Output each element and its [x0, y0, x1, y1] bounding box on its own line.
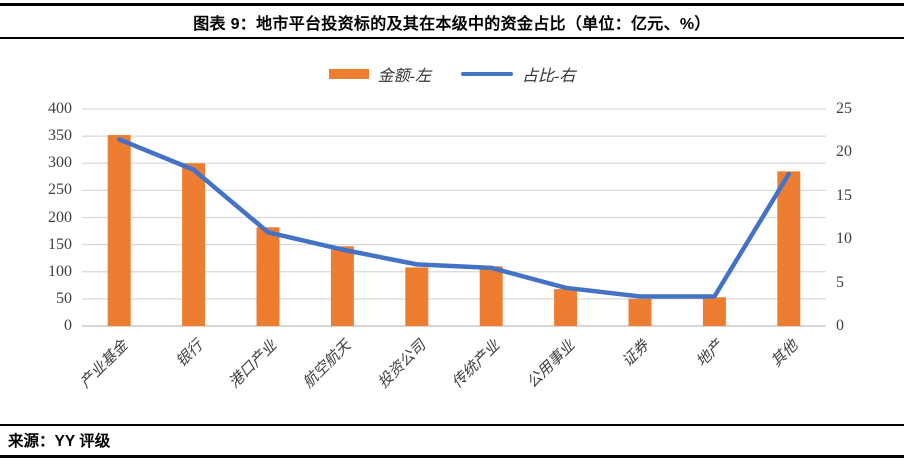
legend-item-amount: 金额-左 — [328, 62, 431, 86]
bar-航空航天 — [330, 246, 354, 326]
left-axis-tick: 100 — [48, 262, 72, 280]
left-axis-tick: 0 — [64, 317, 72, 334]
left-axis-tick: 350 — [48, 127, 72, 145]
right-axis-tick: 0 — [836, 317, 844, 334]
title-underline-rule — [0, 37, 904, 39]
legend-item-ratio: 占比-右 — [461, 62, 575, 86]
bar-银行 — [182, 163, 206, 326]
left-axis-tick: 200 — [48, 208, 72, 226]
right-axis-tick: 10 — [836, 230, 852, 248]
legend-label-ratio: 占比-右 — [522, 68, 576, 85]
bottom-rule — [0, 455, 904, 458]
bar-投资公司 — [405, 267, 429, 326]
ratio-line — [116, 137, 792, 299]
bar-swatch-icon — [328, 69, 369, 79]
left-axis-tick: 50 — [56, 289, 72, 307]
legend-label-amount: 金额-左 — [377, 68, 431, 85]
chart-legend: 金额-左 占比-右 — [0, 62, 904, 86]
left-axis-tick: 150 — [48, 235, 72, 253]
chart-title: 图表 9：地市平台投资标的及其在本级中的资金占比（单位：亿元、%） — [193, 16, 711, 33]
bar-地产 — [702, 297, 726, 326]
line-swatch-icon — [461, 71, 513, 77]
bar-公用事业 — [554, 289, 578, 326]
right-axis-tick: 15 — [836, 186, 852, 204]
bar-港口产业 — [256, 227, 280, 326]
top-rule — [0, 3, 904, 6]
right-axis-tick: 25 — [836, 100, 852, 117]
footer-rule — [0, 424, 904, 426]
source-note: 来源：YY 评级 — [8, 433, 111, 450]
left-axis-tick: 250 — [48, 181, 72, 199]
left-axis-tick: 400 — [48, 100, 72, 117]
bar-其他 — [777, 171, 801, 326]
left-axis-tick: 300 — [48, 154, 72, 172]
bar-证券 — [628, 298, 652, 326]
bar-传统产业 — [479, 266, 503, 326]
right-axis-tick: 20 — [836, 143, 852, 161]
right-axis-tick: 5 — [836, 273, 844, 291]
bar-产业基金 — [107, 135, 131, 326]
